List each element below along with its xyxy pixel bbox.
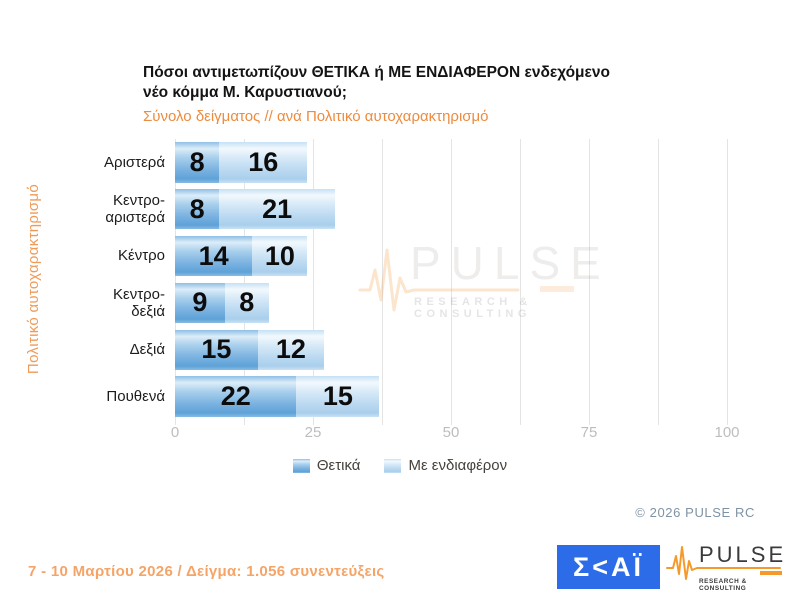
category-label: Κέντρο bbox=[118, 247, 165, 265]
bar-segment-me-endiaferon: 21 bbox=[219, 189, 336, 230]
gridline bbox=[313, 139, 314, 425]
category-label: Δεξιά bbox=[129, 341, 165, 359]
bar-value-label: 8 bbox=[189, 193, 205, 224]
y-axis-title: Πολιτικό αυτοχαρακτηρισμό bbox=[18, 139, 48, 420]
category-label: Αριστερά bbox=[104, 153, 165, 171]
gridline bbox=[244, 139, 245, 425]
gridline bbox=[382, 139, 383, 425]
gridline bbox=[175, 139, 176, 425]
bar-value-label: 16 bbox=[248, 146, 279, 177]
bar-value-label: 12 bbox=[275, 334, 306, 365]
legend-label: Με ενδιαφέρον bbox=[408, 457, 508, 474]
category-label: Πουθενά bbox=[106, 387, 165, 405]
bar-segment-thetika: 15 bbox=[175, 329, 258, 370]
gridline bbox=[727, 139, 728, 425]
pulse-logo-brand: PULSE bbox=[699, 542, 787, 567]
x-tick-label: 100 bbox=[714, 424, 740, 441]
bar-value-label: 14 bbox=[198, 240, 229, 271]
bar-segment-me-endiaferon: 10 bbox=[252, 235, 308, 277]
gridline bbox=[589, 139, 590, 425]
bar-value-label: 22 bbox=[220, 381, 251, 412]
pulse-logo-orange-mark bbox=[760, 571, 782, 575]
bar-row: 22 15 bbox=[175, 373, 727, 420]
gridline bbox=[658, 139, 659, 425]
legend-item: Με ενδιαφέρον bbox=[384, 457, 507, 474]
bar-segment-thetika: 8 bbox=[175, 142, 220, 183]
legend-swatch-icon bbox=[292, 458, 310, 473]
x-tick-label: 0 bbox=[170, 424, 180, 441]
chart-title-line2: νέο κόμμα Μ. Καρυστιανού; bbox=[143, 84, 347, 102]
pulse-waveform-icon bbox=[358, 248, 520, 312]
bar-value-label: 9 bbox=[192, 287, 208, 318]
x-tick-label: 25 bbox=[304, 424, 322, 441]
bar-value-label: 15 bbox=[201, 334, 232, 365]
gridline bbox=[451, 139, 452, 425]
skai-logo: Σ<ΑΪ bbox=[557, 545, 660, 589]
bar-row: 15 12 bbox=[175, 326, 727, 373]
legend-label: Θετικά bbox=[316, 457, 361, 474]
bar-segment-me-endiaferon: 15 bbox=[296, 376, 380, 417]
bar-value-label: 8 bbox=[189, 146, 205, 177]
legend: Θετικά Με ενδιαφέρον bbox=[0, 457, 800, 474]
bar-row: 8 21 bbox=[175, 186, 727, 233]
bar-value-label: 21 bbox=[262, 193, 293, 224]
legend-swatch-icon bbox=[384, 458, 402, 473]
category-label: Κεντρο- δεξιά bbox=[113, 285, 165, 320]
y-axis-title-text: Πολιτικό αυτοχαρακτηρισμό bbox=[24, 184, 42, 375]
pulse-logo-waveform-icon bbox=[666, 546, 781, 580]
watermark-orange-mark bbox=[540, 286, 574, 292]
pulse-logo: PULSE RESEARCH & CONSULTING bbox=[666, 542, 783, 592]
category-labels: Αριστερά Κεντρο- αριστερά Κέντρο Κεντρο- δε… bbox=[50, 139, 165, 420]
bar-value-label: 10 bbox=[264, 240, 295, 271]
bar-segment-thetika: 22 bbox=[175, 376, 297, 417]
bar-row: 14 10 bbox=[175, 233, 727, 280]
legend-item: Θετικά bbox=[292, 457, 361, 474]
watermark-brand: PULSE bbox=[410, 237, 611, 289]
bar-value-label: 8 bbox=[239, 287, 255, 318]
bar-segment-thetika: 9 bbox=[175, 282, 225, 324]
pulse-logo-tagline: RESEARCH & CONSULTING bbox=[699, 578, 747, 592]
chart-title-line1: Πόσοι αντιμετωπίζουν ΘΕΤΙΚΑ ή ΜΕ ΕΝΔΙΑΦΕ… bbox=[143, 64, 610, 81]
x-axis: 0 25 50 75 100 bbox=[171, 424, 740, 444]
skai-logo-text: Σ<ΑΪ bbox=[573, 551, 644, 582]
bar-row: 8 16 bbox=[175, 139, 727, 186]
bar-value-label: 15 bbox=[322, 381, 353, 412]
gridline bbox=[520, 139, 521, 425]
x-tick-label: 50 bbox=[442, 424, 460, 441]
pulse-watermark: PULSE RESEARCH & CONSULTING bbox=[358, 237, 601, 322]
x-tick-label: 75 bbox=[580, 424, 598, 441]
bar-segment-thetika: 8 bbox=[175, 189, 220, 230]
copyright-text: © 2026 PULSE RC bbox=[635, 505, 755, 520]
survey-info-text: 7 - 10 Μαρτίου 2026 / Δείγμα: 1.056 συνε… bbox=[28, 563, 385, 580]
chart-subtitle: Σύνολο δείγματος // ανά Πολιτικό αυτοχαρ… bbox=[143, 108, 489, 125]
chart-title: Πόσοι αντιμετωπίζουν ΘΕΤΙΚΑ ή ΜΕ ΕΝΔΙΑΦΕ… bbox=[143, 63, 703, 104]
bar-segment-me-endiaferon: 16 bbox=[219, 142, 308, 183]
bar-segment-thetika: 14 bbox=[175, 235, 253, 277]
category-label: Κεντρο- αριστερά bbox=[105, 191, 165, 227]
watermark-tagline: RESEARCH & CONSULTING bbox=[414, 296, 532, 320]
bar-segment-me-endiaferon: 8 bbox=[224, 282, 269, 324]
plot-area: 8 16 8 21 14 10 9 8 15 12 22 15 bbox=[175, 139, 728, 425]
bar-segment-me-endiaferon: 12 bbox=[257, 329, 325, 370]
